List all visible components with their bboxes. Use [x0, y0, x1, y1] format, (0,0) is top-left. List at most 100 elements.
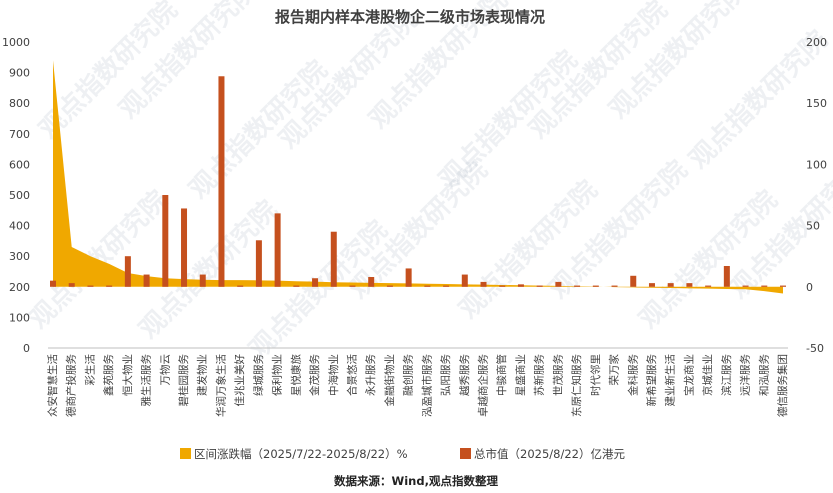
- bar-mark: [162, 195, 169, 287]
- x-category-label: 建发物业: [196, 354, 209, 396]
- y-right-tick-label: 100: [806, 158, 827, 171]
- bar-mark: [405, 268, 412, 287]
- x-category-label: 和泓服务: [757, 354, 770, 396]
- x-category-label: 雅生活服务: [140, 354, 153, 407]
- bar-mark: [555, 281, 562, 287]
- bar-mark: [461, 274, 468, 287]
- y-left-tick-label: 600: [9, 158, 30, 171]
- x-axis-categories: 众安智慧生活 德商产投服务 彩生活 鑫苑服务 恒大物业 雅生活服务 万物云 碧桂园服务 建发物业…: [46, 354, 789, 417]
- bar-mark: [218, 76, 225, 287]
- x-category-label: 中海物业: [327, 354, 340, 396]
- bar-mark: [611, 285, 618, 287]
- bar-mark: [330, 231, 337, 287]
- x-category-label: 碧桂园服务: [177, 354, 190, 407]
- x-category-label: 恒大物业: [121, 354, 134, 396]
- bar-mark: [536, 285, 543, 287]
- chart-title: 报告期内样本港股物企二级市场表现情况: [275, 8, 545, 26]
- x-category-label: 鑫苑服务: [102, 354, 115, 396]
- y-left-tick-label: 800: [9, 97, 30, 110]
- bar-mark: [87, 285, 94, 287]
- x-category-label: 彩生活: [83, 354, 96, 386]
- bar-mark: [237, 285, 244, 287]
- x-category-label: 万物云: [158, 354, 171, 386]
- legend: 区间涨跌幅（2025/7/22-2025/8/22）% 总市值（2025/8/2…: [180, 447, 625, 461]
- x-category-label: 宝龙商业: [682, 354, 695, 396]
- y-right-tick-label: 200: [806, 36, 827, 49]
- bar-mark: [424, 285, 431, 287]
- bar-mark: [705, 285, 712, 287]
- bar-mark: [274, 213, 281, 287]
- y-right-tick-label: 150: [806, 97, 827, 110]
- x-category-label: 东原仁知服务: [570, 354, 583, 417]
- bar-layer: [50, 76, 786, 287]
- bar-mark: [648, 283, 655, 287]
- x-category-label: 合景悠活: [345, 354, 358, 396]
- bar-mark: [181, 208, 188, 287]
- x-category-label: 远洋服务: [739, 354, 752, 396]
- bar-mark: [761, 285, 768, 287]
- x-category-label: 弘阳服务: [439, 354, 452, 396]
- y-left-tick-label: 500: [9, 189, 30, 202]
- x-category-label: 卓越商企服务: [477, 354, 490, 417]
- bar-mark: [443, 285, 450, 287]
- x-category-label: 越秀服务: [458, 354, 471, 396]
- y-left-tick-label: 400: [9, 220, 30, 233]
- bar-mark: [199, 274, 206, 287]
- x-category-label: 星盛商业: [514, 354, 527, 396]
- bar-mark: [349, 285, 356, 287]
- source-note: 数据来源：Wind,观点指数整理: [334, 474, 498, 488]
- y-left-tick-label: 300: [9, 250, 30, 263]
- legend-label-area: 区间涨跌幅（2025/7/22-2025/8/22）%: [194, 447, 408, 461]
- x-category-label: 建业新生活: [664, 354, 677, 407]
- bar-mark: [68, 283, 75, 287]
- bar-mark: [293, 285, 300, 287]
- y-left-tick-label: 100: [9, 311, 30, 324]
- y-right-tick-label: -50: [806, 342, 824, 355]
- y-left-tick-label: 700: [9, 128, 30, 141]
- x-category-label: 融创服务: [402, 354, 415, 396]
- bar-mark: [723, 265, 730, 287]
- bar-mark: [667, 283, 674, 287]
- bar-mark: [630, 275, 637, 287]
- x-category-label: 保利物业: [271, 354, 284, 396]
- bar-mark: [106, 285, 113, 287]
- x-category-label: 时代邻里: [589, 354, 602, 396]
- x-category-label: 华润万象生活: [214, 354, 227, 417]
- y-axis-left: 0 100 200 300 400 500 600 700 800 900 1000: [2, 36, 30, 355]
- x-category-label: 荣万家: [608, 354, 621, 386]
- x-category-label: 中骏商管: [495, 354, 508, 396]
- bar-mark: [592, 285, 599, 287]
- y-left-tick-label: 0: [23, 342, 30, 355]
- x-category-label: 新希望服务: [645, 354, 658, 407]
- y-left-tick-label: 200: [9, 281, 30, 294]
- x-category-label: 德商产投服务: [65, 354, 78, 417]
- legend-swatch-area: [180, 448, 191, 459]
- bar-mark: [143, 274, 150, 287]
- x-category-label: 永升服务: [364, 354, 377, 396]
- bar-mark: [499, 285, 506, 287]
- x-category-label: 德信服务集团: [776, 354, 789, 417]
- legend-label-bar: 总市值（2025/8/22）亿港元: [474, 447, 625, 461]
- bar-mark: [124, 256, 131, 287]
- bar-mark: [480, 281, 487, 287]
- bar-mark: [686, 283, 693, 287]
- x-category-label: 星悦康旅: [289, 354, 302, 396]
- bar-mark: [50, 280, 56, 287]
- x-category-label: 苏新服务: [533, 354, 546, 396]
- bar-mark: [742, 285, 749, 287]
- bar-mark: [312, 278, 319, 287]
- bar-mark: [517, 284, 524, 287]
- legend-swatch-bar: [460, 448, 471, 459]
- x-category-label: 佳兆业美好: [233, 354, 246, 407]
- x-category-label: 金融街物业: [383, 354, 396, 407]
- y-right-tick-label: 0: [806, 281, 813, 294]
- y-left-tick-label: 900: [9, 67, 30, 80]
- bar-mark: [386, 285, 393, 287]
- watermark-layer: 观点指数研究院观点指数研究院观点指数研究院观点指数研究院观点指数研究院观点指数研…: [23, 0, 833, 365]
- x-category-label: 世茂服务: [551, 354, 564, 396]
- bar-mark: [780, 285, 786, 287]
- bar-mark: [255, 240, 262, 287]
- y-right-tick-label: 50: [806, 220, 820, 233]
- x-category-label: 京城佳业: [701, 354, 714, 396]
